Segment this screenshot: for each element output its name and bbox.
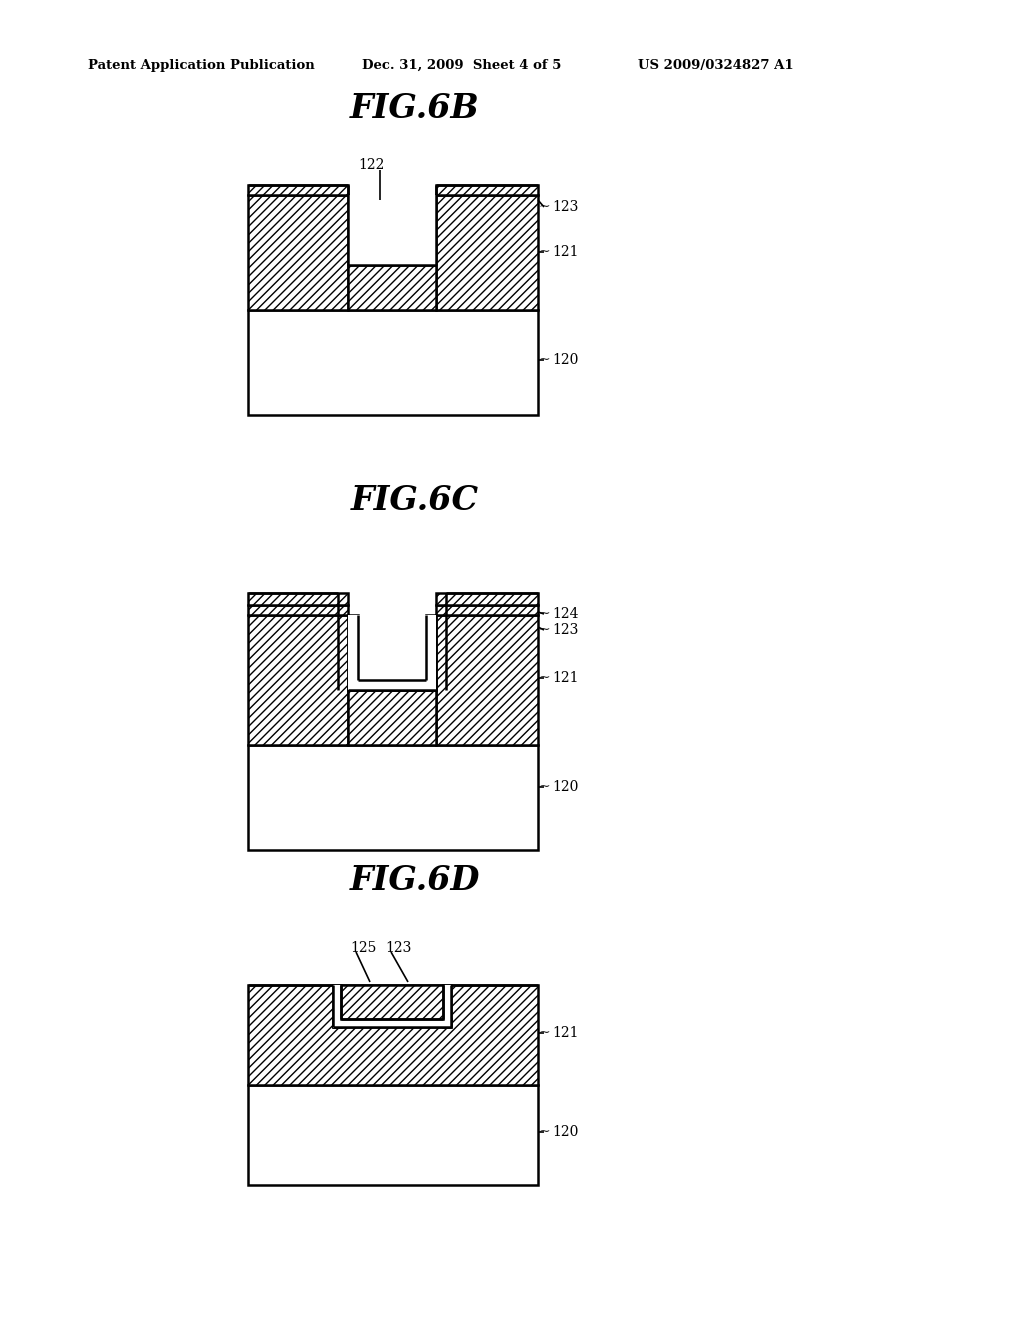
- Bar: [348, 615, 358, 690]
- Text: 121: 121: [552, 246, 579, 259]
- Text: FIG.6C: FIG.6C: [351, 483, 479, 516]
- Text: ~: ~: [539, 607, 550, 620]
- Text: 122: 122: [358, 158, 384, 172]
- Bar: [348, 265, 436, 310]
- Bar: [248, 310, 538, 414]
- Bar: [348, 690, 436, 744]
- Text: ~: ~: [539, 1026, 550, 1040]
- Bar: [248, 185, 348, 195]
- Bar: [248, 605, 348, 615]
- Text: ~: ~: [539, 671, 550, 685]
- Text: ~: ~: [539, 246, 550, 259]
- Bar: [443, 985, 451, 1027]
- Bar: [248, 615, 348, 744]
- Text: 123: 123: [385, 941, 412, 954]
- Text: 125: 125: [350, 941, 377, 954]
- Bar: [333, 1019, 451, 1027]
- Bar: [348, 680, 436, 690]
- Text: 123: 123: [552, 623, 579, 638]
- Bar: [341, 985, 443, 1019]
- Bar: [348, 195, 436, 265]
- Bar: [333, 985, 341, 1027]
- Text: Patent Application Publication: Patent Application Publication: [88, 58, 314, 71]
- Text: ~: ~: [539, 780, 550, 795]
- Text: 120: 120: [552, 1125, 579, 1139]
- Bar: [248, 593, 348, 605]
- Text: ~: ~: [539, 201, 550, 214]
- Text: US 2009/0324827 A1: US 2009/0324827 A1: [638, 58, 794, 71]
- Text: 120: 120: [552, 352, 579, 367]
- Text: ~: ~: [539, 352, 550, 367]
- Bar: [248, 985, 538, 1085]
- Text: FIG.6B: FIG.6B: [350, 91, 480, 124]
- Bar: [436, 615, 538, 744]
- Text: 124: 124: [552, 607, 579, 620]
- Bar: [248, 744, 538, 850]
- Text: 121: 121: [552, 1026, 579, 1040]
- Bar: [248, 195, 348, 310]
- Bar: [436, 195, 538, 310]
- Text: 120: 120: [552, 780, 579, 795]
- Text: 123: 123: [552, 201, 579, 214]
- Text: FIG.6D: FIG.6D: [350, 863, 480, 896]
- Bar: [436, 593, 538, 605]
- Bar: [426, 615, 436, 690]
- Bar: [248, 1085, 538, 1185]
- Bar: [348, 615, 436, 690]
- Text: 121: 121: [552, 671, 579, 685]
- Text: ~: ~: [539, 623, 550, 638]
- Text: Dec. 31, 2009  Sheet 4 of 5: Dec. 31, 2009 Sheet 4 of 5: [362, 58, 561, 71]
- Bar: [436, 605, 538, 615]
- Bar: [436, 185, 538, 195]
- Text: ~: ~: [539, 1125, 550, 1139]
- Bar: [333, 985, 451, 1028]
- Bar: [358, 615, 426, 680]
